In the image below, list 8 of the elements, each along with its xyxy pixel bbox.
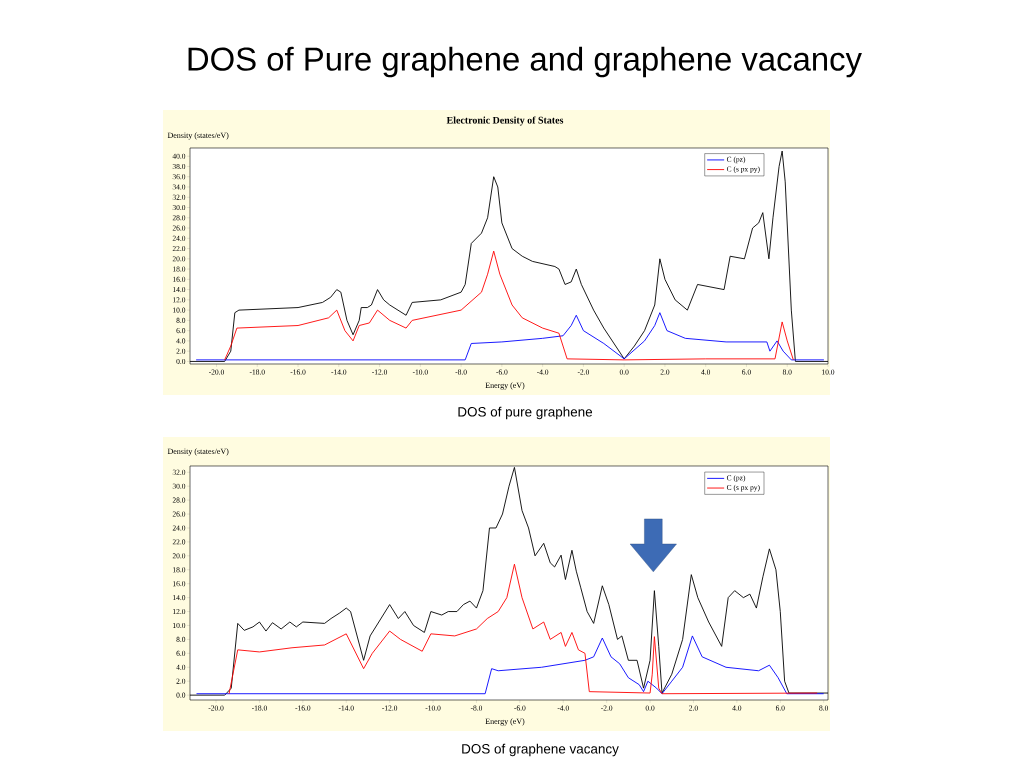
line-series: [224, 250, 794, 361]
line-series: [195, 312, 825, 361]
text: DOS of pure graphene: [458, 406, 593, 420]
chart-subtitle: Electronic Density of States: [446, 116, 564, 126]
chart-title: DOS of Pure graphene and graphene vacancy: [188, 46, 862, 78]
line-series: [228, 563, 818, 695]
text: DOS of graphene vacancy: [462, 743, 619, 757]
line-series: [196, 635, 825, 695]
